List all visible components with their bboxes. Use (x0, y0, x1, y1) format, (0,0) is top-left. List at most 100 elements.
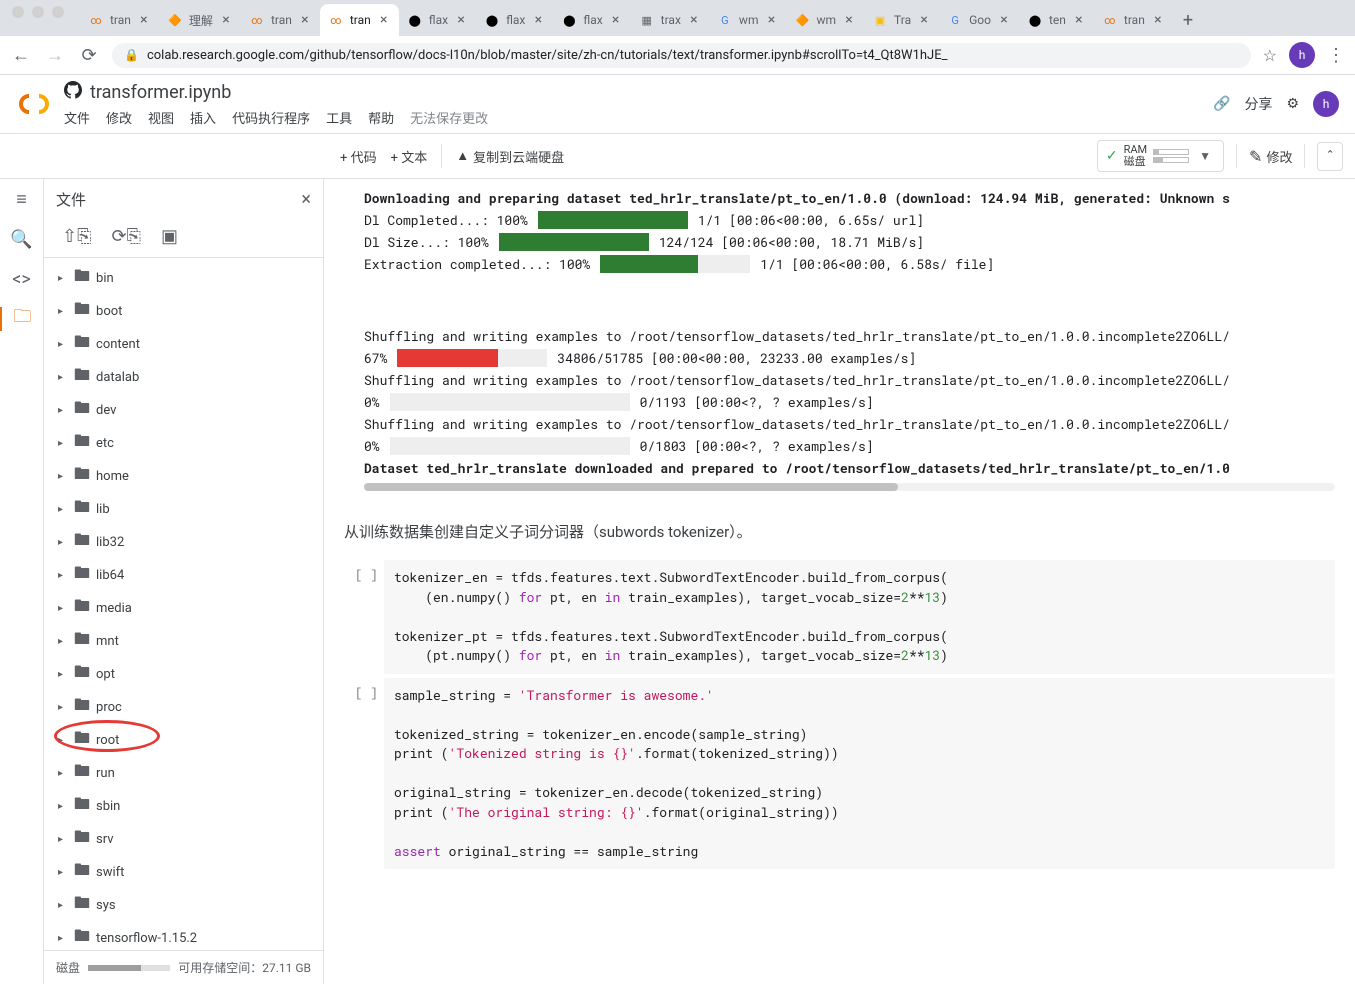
horizontal-scrollbar[interactable] (364, 483, 1335, 491)
code-snippets-icon[interactable]: <> (10, 267, 34, 291)
menu-item[interactable]: 文件 (64, 108, 90, 127)
browser-tab[interactable]: ⬤flax× (553, 4, 630, 36)
tab-close-icon[interactable]: × (609, 13, 623, 27)
tab-close-icon[interactable]: × (764, 13, 778, 27)
tree-caret-icon[interactable]: ▸ (58, 900, 68, 911)
tree-caret-icon[interactable]: ▸ (58, 570, 68, 581)
tree-item[interactable]: ▸🖿run (44, 757, 323, 790)
forward-button[interactable]: → (44, 44, 66, 66)
collapse-button[interactable]: ˆ (1317, 142, 1343, 171)
share-button[interactable]: 分享 (1244, 94, 1272, 114)
tree-caret-icon[interactable]: ▸ (58, 504, 68, 515)
tab-close-icon[interactable]: × (842, 13, 856, 27)
mac-close[interactable] (12, 6, 24, 18)
browser-tab[interactable]: ▦trax× (631, 4, 709, 36)
caret-down-icon[interactable]: ▼ (1195, 149, 1215, 163)
cell-code[interactable]: tokenizer_en = tfds.features.text.Subwor… (384, 560, 1335, 674)
cell-code[interactable]: sample_string = 'Transformer is awesome.… (384, 678, 1335, 870)
tab-close-icon[interactable]: × (219, 13, 233, 27)
tree-item[interactable]: ▸🖿lib (44, 493, 323, 526)
mac-max[interactable] (52, 6, 64, 18)
browser-tab[interactable]: ▣Tra× (864, 4, 939, 36)
add-text-button[interactable]: + 文本 (391, 147, 428, 166)
browser-tab[interactable]: ∞tran× (320, 4, 399, 36)
tree-item[interactable]: ▸🖿opt (44, 658, 323, 691)
tab-close-icon[interactable]: × (454, 13, 468, 27)
tree-caret-icon[interactable]: ▸ (58, 537, 68, 548)
tree-caret-icon[interactable]: ▸ (58, 636, 68, 647)
tree-caret-icon[interactable]: ▸ (58, 702, 68, 713)
tree-caret-icon[interactable]: ▸ (58, 306, 68, 317)
colab-avatar[interactable]: h (1313, 91, 1339, 117)
tree-item[interactable]: ▸🖿proc (44, 691, 323, 724)
tree-item[interactable]: ▸🖿sys (44, 889, 323, 922)
tree-item[interactable]: ▸🖿sbin (44, 790, 323, 823)
url-field[interactable]: 🔒 colab.research.google.com/github/tenso… (112, 43, 1251, 68)
notebook-content[interactable]: Downloading and preparing dataset ted_hr… (324, 179, 1355, 984)
tab-close-icon[interactable]: × (917, 13, 931, 27)
tab-close-icon[interactable]: × (377, 13, 391, 27)
tree-item[interactable]: ▸🖿etc (44, 427, 323, 460)
tab-close-icon[interactable]: × (997, 13, 1011, 27)
reload-button[interactable]: ⟳ (78, 44, 100, 66)
toc-icon[interactable]: ≡ (10, 187, 34, 211)
tree-item[interactable]: ▸🖿media (44, 592, 323, 625)
browser-menu-icon[interactable]: ⋮ (1327, 45, 1345, 66)
tree-item[interactable]: ▸🖿boot (44, 295, 323, 328)
tree-item[interactable]: ▸🖿root (44, 724, 323, 757)
copy-to-drive-button[interactable]: ▲ 复制到云端硬盘 (456, 147, 564, 166)
upload-icon[interactable]: ⇧⎘ (62, 226, 91, 247)
colab-logo-icon[interactable] (16, 86, 52, 122)
browser-tab[interactable]: Gwm× (709, 4, 787, 36)
tree-item[interactable]: ▸🖿content (44, 328, 323, 361)
tree-item[interactable]: ▸🖿lib64 (44, 559, 323, 592)
browser-tab[interactable]: ∞tran× (241, 4, 320, 36)
tree-caret-icon[interactable]: ▸ (58, 933, 68, 944)
tab-close-icon[interactable]: × (298, 13, 312, 27)
tree-caret-icon[interactable]: ▸ (58, 273, 68, 284)
tree-caret-icon[interactable]: ▸ (58, 867, 68, 878)
tree-item[interactable]: ▸🖿swift (44, 856, 323, 889)
browser-tab[interactable]: ⬤ten× (1019, 4, 1094, 36)
tree-caret-icon[interactable]: ▸ (58, 735, 68, 746)
tree-caret-icon[interactable]: ▸ (58, 669, 68, 680)
tree-caret-icon[interactable]: ▸ (58, 438, 68, 449)
tree-caret-icon[interactable]: ▸ (58, 801, 68, 812)
browser-tab[interactable]: ∞tran× (80, 4, 159, 36)
tree-item[interactable]: ▸🖿bin (44, 262, 323, 295)
menu-item[interactable]: 代码执行程序 (232, 108, 310, 127)
browser-tab[interactable]: 🔶wm× (786, 4, 864, 36)
ram-disk-indicator[interactable]: ✓ RAM 磁盘 ▼ (1097, 140, 1224, 172)
browser-tab[interactable]: ⬤flax× (476, 4, 553, 36)
tree-caret-icon[interactable]: ▸ (58, 372, 68, 383)
tree-item[interactable]: ▸🖿lib32 (44, 526, 323, 559)
tree-caret-icon[interactable]: ▸ (58, 339, 68, 350)
browser-tab[interactable]: ∞tran× (1094, 4, 1173, 36)
menu-item[interactable]: 修改 (106, 108, 132, 127)
file-tree[interactable]: ▸🖿bin▸🖿boot▸🖿content▸🖿datalab▸🖿dev▸🖿etc▸… (44, 258, 323, 950)
code-cell[interactable]: [ ] sample_string = 'Transformer is awes… (344, 678, 1335, 870)
tree-caret-icon[interactable]: ▸ (58, 768, 68, 779)
tree-item[interactable]: ▸🖿mnt (44, 625, 323, 658)
tree-caret-icon[interactable]: ▸ (58, 834, 68, 845)
close-panel-icon[interactable]: × (301, 189, 311, 210)
tab-close-icon[interactable]: × (1151, 13, 1165, 27)
mount-drive-icon[interactable]: ▣ (161, 226, 178, 247)
tab-close-icon[interactable]: × (687, 13, 701, 27)
menu-item[interactable]: 插入 (190, 108, 216, 127)
tree-item[interactable]: ▸🖿tensorflow-1.15.2 (44, 922, 323, 950)
tree-caret-icon[interactable]: ▸ (58, 603, 68, 614)
mac-min[interactable] (32, 6, 44, 18)
cell-gutter[interactable]: [ ] (344, 678, 384, 870)
link-icon[interactable]: 🔗 (1213, 96, 1230, 112)
settings-gear-icon[interactable]: ⚙ (1286, 96, 1299, 112)
code-cell[interactable]: [ ] tokenizer_en = tfds.features.text.Su… (344, 560, 1335, 674)
tree-item[interactable]: ▸🖿datalab (44, 361, 323, 394)
browser-tab[interactable]: 🔶理解× (159, 4, 241, 36)
cell-gutter[interactable]: [ ] (344, 560, 384, 674)
back-button[interactable]: ← (10, 44, 32, 66)
refresh-icon[interactable]: ⟳⎘ (111, 226, 140, 247)
add-code-button[interactable]: + 代码 (340, 147, 377, 166)
files-icon[interactable]: 🗀 (0, 307, 43, 331)
menu-item[interactable]: 工具 (326, 108, 352, 127)
